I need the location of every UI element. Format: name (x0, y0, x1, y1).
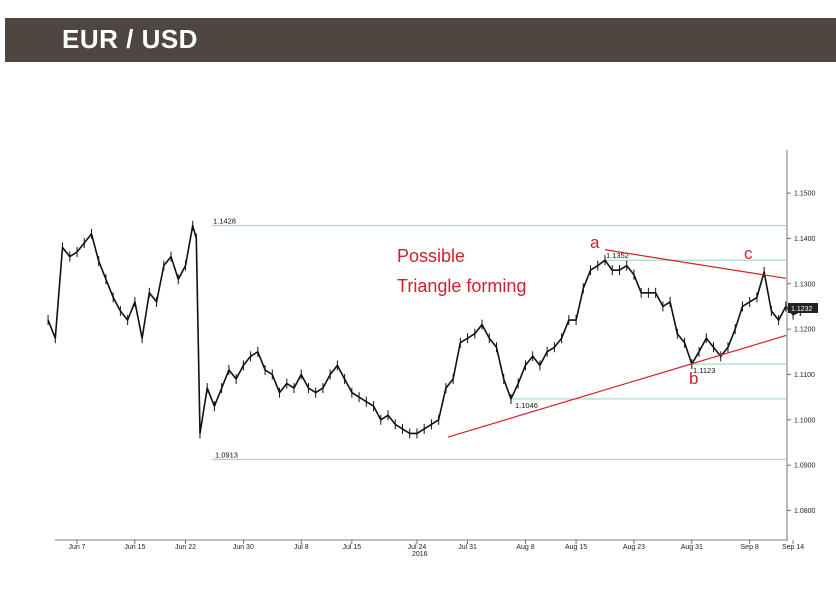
triangle-trendlines (447, 249, 787, 438)
x-tick-label: Jun 30 (233, 544, 254, 551)
lower-trendline (447, 334, 787, 438)
y-tick-label: 1.1500 (794, 191, 816, 198)
reference-level-label: 1.0913 (215, 450, 238, 459)
x-axis-year-label: 2016 (412, 551, 428, 558)
upper-trendline (604, 249, 787, 279)
y-tick-label: 1.1200 (794, 327, 816, 334)
reference-level-label: 1.1046 (515, 401, 538, 410)
x-tick-label: Sep 8 (741, 544, 759, 551)
x-axis-ticks: Jun 7 Jun 15 Jun 22 Jun 30 Jul 8 Jul 15 Jul 24… (68, 540, 804, 551)
title-bar: EUR / USD (5, 18, 836, 62)
reference-level-label: 1.1428 (213, 217, 236, 226)
y-tick-label: 1.0800 (794, 508, 816, 515)
y-tick-label: 1.1100 (794, 372, 815, 379)
y-tick-label: 1.1300 (794, 281, 816, 288)
x-tick-label: Jul 24 (408, 544, 427, 551)
reference-level-label: 1.1123 (693, 366, 715, 375)
y-tick-label: 1.1000 (794, 417, 816, 424)
last-price-value: 1.1232 (791, 306, 813, 313)
x-tick-label: Aug 15 (565, 544, 587, 551)
x-tick-label: Jun 7 (68, 544, 85, 551)
x-tick-label: Jul 15 (343, 544, 362, 551)
y-tick-label: 1.1400 (794, 236, 816, 243)
x-tick-label: Sep 14 (782, 544, 804, 551)
wave-label-c: c (744, 244, 753, 263)
page-title: EUR / USD (62, 24, 198, 54)
x-tick-label: Jun 22 (175, 544, 196, 551)
x-tick-label: Jul 31 (458, 544, 477, 551)
annotation-possible: Possible (397, 246, 465, 266)
reference-levels: 1.1428 1.1352 1.1123 1.1046 1.0913 (212, 217, 786, 460)
wave-label-a: a (590, 233, 600, 252)
x-tick-label: Aug 8 (516, 544, 534, 551)
y-tick-label: 1.0900 (794, 463, 816, 470)
y-axis-ticks: 1.0800 1.0900 1.1000 1.1100 1.1200 1.1300 1.14… (787, 191, 816, 515)
x-tick-label: Aug 23 (623, 544, 645, 551)
annotation-triangle-forming: Triangle forming (397, 276, 526, 296)
wave-label-b: b (689, 369, 698, 388)
reference-level-label: 1.1352 (606, 251, 629, 260)
x-tick-label: Jun 15 (124, 544, 145, 551)
last-price-tag: 1.1232 (788, 303, 818, 313)
x-tick-label: Jul 8 (294, 544, 309, 551)
x-tick-label: Aug 31 (681, 544, 703, 551)
price-line (47, 224, 801, 435)
